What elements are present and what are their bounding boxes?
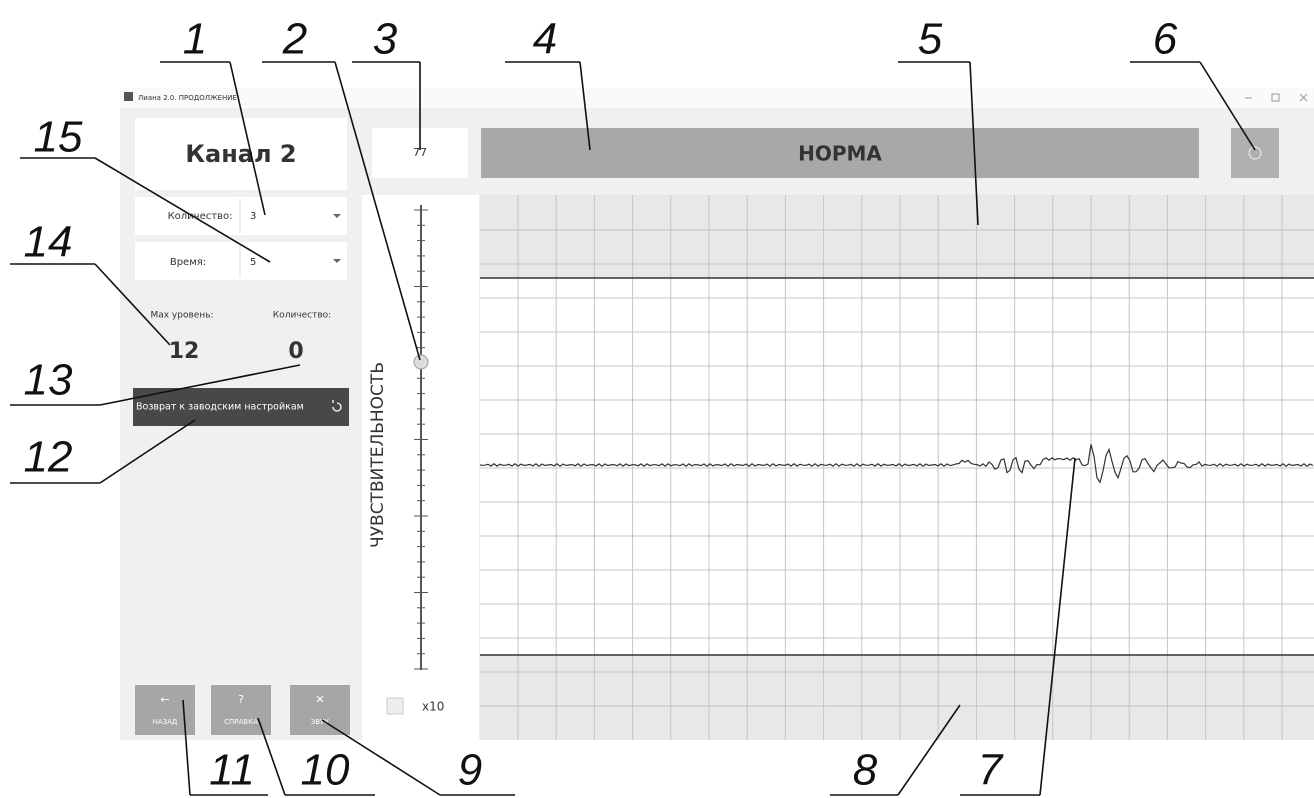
count2-label: Количество: xyxy=(273,311,331,321)
leader-line xyxy=(182,699,268,796)
callout-number: 14 xyxy=(24,218,73,267)
callout-number: 4 xyxy=(533,15,557,64)
reset-icon xyxy=(332,400,342,412)
leader-line xyxy=(830,704,961,796)
x10-checkbox[interactable] xyxy=(386,697,404,715)
upper-zone xyxy=(480,195,1314,278)
callout-number: 13 xyxy=(24,356,73,405)
channel-box xyxy=(135,118,347,190)
button-icon: ✕ xyxy=(315,693,324,706)
reset-button-label: Возврат к заводским настройкам xyxy=(136,402,304,413)
max-level-label: Max уровень: xyxy=(150,311,213,321)
leader-line xyxy=(960,457,1076,796)
callout-number: 7 xyxy=(978,746,1004,795)
time-select[interactable] xyxy=(135,242,347,280)
leader-line xyxy=(10,419,196,484)
callout-number: 15 xyxy=(34,113,83,162)
pause-button[interactable] xyxy=(1231,128,1279,178)
leader-line xyxy=(20,157,271,263)
leader-line xyxy=(1130,61,1256,151)
callout-number: 6 xyxy=(1153,15,1178,64)
channel-title: Канал 2 xyxy=(185,140,296,168)
dropdown-arrow xyxy=(333,214,341,218)
window-title: Лиана 2.0. ПРОДОЛЖЕНИЕ xyxy=(138,94,237,102)
leader-line xyxy=(262,61,421,361)
leader-line xyxy=(505,61,591,151)
status-bar xyxy=(481,128,1199,178)
signal-trace xyxy=(479,444,1314,484)
button-label: НАЗАД xyxy=(153,718,178,726)
slider-knob[interactable] xyxy=(413,354,429,370)
nav-button[interactable] xyxy=(290,685,350,735)
leader-line xyxy=(321,719,515,796)
value: 77 xyxy=(413,146,427,159)
count-label: Количество: xyxy=(168,211,233,222)
time-label: Время: xyxy=(170,257,206,268)
callout-number: 11 xyxy=(209,746,255,795)
button-icon: ← xyxy=(160,693,169,706)
count2-value: 0 xyxy=(288,339,303,364)
leader-line xyxy=(10,364,301,406)
title-bar xyxy=(120,88,1314,108)
reset-button[interactable] xyxy=(133,388,349,426)
leader-line xyxy=(160,61,266,216)
callout-number: 1 xyxy=(183,15,207,64)
max-level-value: 12 xyxy=(169,339,200,364)
callout-number: 9 xyxy=(458,746,482,795)
button-label: СПРАВКА xyxy=(224,718,258,726)
leader-line xyxy=(898,61,979,226)
callout-number: 8 xyxy=(853,746,878,795)
dropdown-arrow xyxy=(333,259,341,263)
slider-label: ЧУВСТВИТЕЛЬНОСТЬ xyxy=(368,362,388,548)
pause-icon xyxy=(1248,146,1262,160)
count-value: 3 xyxy=(250,211,256,222)
lower-zone xyxy=(480,655,1314,740)
leader-line xyxy=(10,263,171,346)
x10-label: x10 xyxy=(422,700,444,714)
callout-number: 2 xyxy=(282,15,307,64)
button-icon: ? xyxy=(238,693,244,706)
callout-number: 12 xyxy=(24,433,73,482)
status: НОРМА xyxy=(798,142,882,166)
app-icon xyxy=(124,92,133,101)
time-value: 5 xyxy=(250,257,256,268)
button-label: ЗВУК xyxy=(311,718,330,726)
leader-line xyxy=(257,717,375,796)
callout-number: 3 xyxy=(373,15,398,64)
leader-line xyxy=(352,61,421,150)
callout-number: 10 xyxy=(301,746,350,795)
callout-number: 5 xyxy=(918,15,943,64)
window-controls xyxy=(1245,93,1308,102)
